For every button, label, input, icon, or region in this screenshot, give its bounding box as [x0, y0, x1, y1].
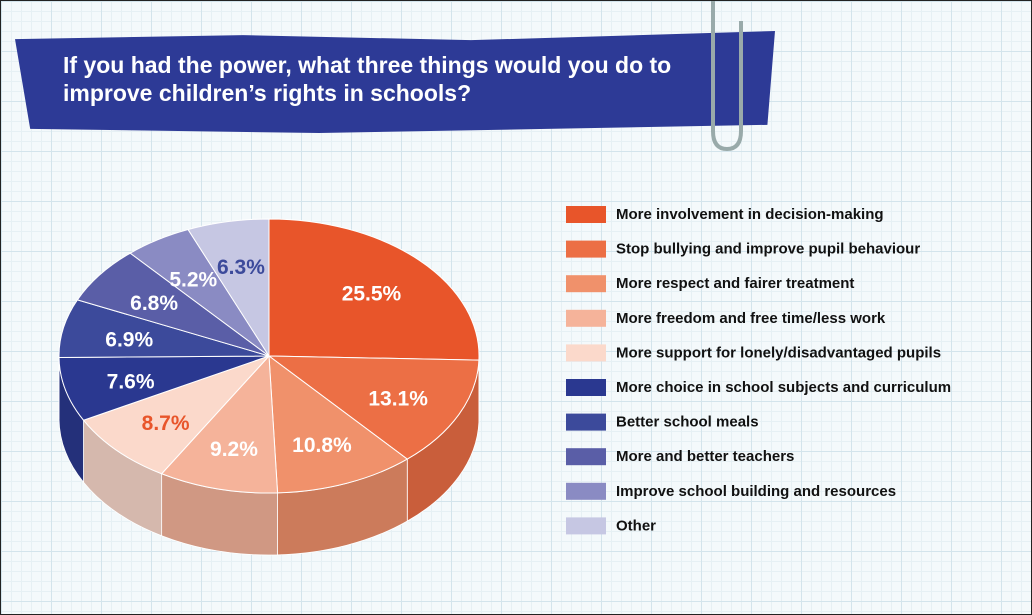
legend-label: More support for lonely/disadvantaged pu…	[616, 344, 941, 361]
legend-swatch	[566, 206, 606, 223]
legend-swatch	[566, 379, 606, 396]
pie-slice	[82, 355, 270, 475]
legend-label: Improve school building and resources	[616, 483, 896, 500]
pie-slice	[267, 355, 480, 460]
data-label: 6.8%	[130, 292, 178, 315]
pie-slice	[268, 218, 480, 361]
data-label: 7.6%	[107, 371, 155, 394]
legend-label: More choice in school subjects and curri…	[616, 379, 951, 396]
data-label: 5.2%	[169, 269, 217, 292]
data-label: 13.1%	[368, 387, 428, 410]
pie-slice	[160, 354, 279, 494]
data-label: 9.2%	[210, 438, 258, 461]
legend-label: Stop bullying and improve pupil behaviou…	[616, 241, 920, 258]
data-label: 6.9%	[105, 329, 153, 352]
legend-label: Better school meals	[616, 414, 759, 431]
legend-label: More respect and fairer treatment	[616, 275, 854, 292]
legend-label: More involvement in decision-making	[616, 206, 884, 223]
legend-swatch	[566, 309, 606, 327]
legend-swatch	[566, 448, 606, 466]
pie-slice	[187, 218, 270, 358]
legend-swatch	[566, 482, 606, 500]
chart-title: If you had the power, what three things …	[63, 52, 672, 106]
legend-swatch	[566, 275, 606, 293]
data-label: 25.5%	[342, 283, 402, 306]
legend-label: Other	[616, 517, 656, 534]
legend-swatch	[566, 240, 606, 258]
data-label: 8.7%	[142, 412, 190, 435]
title-banner	[15, 31, 775, 133]
data-label: 10.8%	[292, 434, 352, 457]
data-label: 6.3%	[217, 256, 265, 279]
legend-swatch	[566, 344, 606, 362]
paper-clip	[711, 1, 743, 152]
pie-slice	[58, 355, 270, 421]
legend-label: More and better teachers	[616, 448, 794, 465]
pie-slice	[268, 354, 409, 494]
legend-label: More freedom and free time/less work	[616, 310, 886, 327]
legend-swatch	[566, 517, 606, 535]
legend-swatch	[566, 413, 606, 431]
